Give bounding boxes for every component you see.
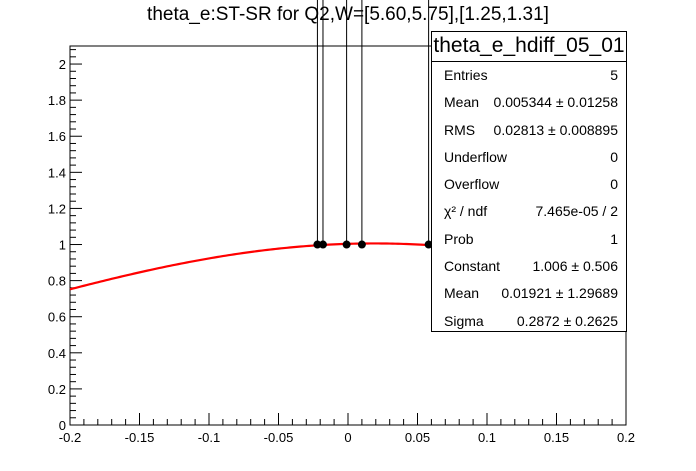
y-tick-label: 1 <box>59 238 66 253</box>
stats-value: 1.006 ± 0.506 <box>532 258 618 275</box>
x-tick-label: 0.1 <box>478 430 496 445</box>
data-point <box>357 240 366 249</box>
data-point <box>342 240 351 249</box>
stats-key: Underflow <box>444 148 508 165</box>
stats-key: Prob <box>444 230 474 247</box>
stats-box-title: theta_e_hdiff_05_01 <box>432 32 626 62</box>
stats-key: RMS <box>444 121 476 138</box>
stats-row-mean: Mean 0.005344 ± 0.01258 <box>432 89 626 116</box>
x-tick-label: -0.15 <box>125 430 155 445</box>
stats-row-prob: Prob 1 <box>432 226 626 253</box>
y-tick-label: 0.4 <box>48 346 66 361</box>
stats-value: 0.005344 ± 0.01258 <box>493 94 618 111</box>
x-tick-label: -0.1 <box>198 430 220 445</box>
x-tick-label: 0.05 <box>405 430 430 445</box>
stats-value: 0 <box>610 176 618 193</box>
stats-row-rms: RMS 0.02813 ± 0.008895 <box>432 117 626 144</box>
stats-row-constant: Constant 1.006 ± 0.506 <box>432 253 626 280</box>
stats-key: Mean <box>444 94 480 111</box>
stats-value: 0.02813 ± 0.008895 <box>493 121 618 138</box>
y-tick-label: 0.6 <box>48 310 66 325</box>
stats-value: 0.2872 ± 0.2625 <box>516 312 618 329</box>
stats-row-entries: Entries 5 <box>432 62 626 89</box>
x-tick-label: -0.2 <box>59 430 81 445</box>
stats-row-chi2: χ² / ndf 7.465e-05 / 2 <box>432 198 626 225</box>
stats-row-fit-mean: Mean 0.01921 ± 1.29689 <box>432 280 626 307</box>
stats-key: χ² / ndf <box>444 203 488 220</box>
y-tick-label: 1.8 <box>48 93 66 108</box>
x-tick-label: 0 <box>344 430 351 445</box>
x-tick-label: 0.15 <box>544 430 569 445</box>
y-tick-label: 0.2 <box>48 382 66 397</box>
stats-key: Entries <box>444 67 488 83</box>
stats-key: Constant <box>444 258 501 275</box>
stats-row-underflow: Underflow 0 <box>432 144 626 171</box>
data-point <box>424 240 433 249</box>
stats-row-overflow: Overflow 0 <box>432 171 626 198</box>
y-tick-label: 0 <box>59 418 66 433</box>
stats-value: 0 <box>610 148 618 165</box>
stats-value: 0.01921 ± 1.29689 <box>501 285 618 302</box>
y-tick-label: 1.2 <box>48 201 66 216</box>
y-tick-label: 1.6 <box>48 129 66 144</box>
stats-value: 1 <box>610 230 618 247</box>
stats-key: Mean <box>444 285 480 302</box>
chart-title: theta_e:ST-SR for Q2,W=[5.60,5.75],[1.25… <box>147 4 549 25</box>
x-tick-label: 0.2 <box>617 430 635 445</box>
data-point <box>318 240 327 249</box>
stats-value: 5 <box>610 67 618 83</box>
stats-key: Sigma <box>444 312 484 329</box>
stats-box: theta_e_hdiff_05_01 Entries 5 Mean 0.005… <box>431 31 627 332</box>
x-tick-label: -0.05 <box>264 430 294 445</box>
stats-row-sigma: Sigma 0.2872 ± 0.2625 <box>432 308 626 335</box>
stats-key: Overflow <box>444 176 500 193</box>
data-point <box>313 240 322 249</box>
y-tick-label: 1.4 <box>48 165 66 180</box>
y-tick-label: 2 <box>59 57 66 72</box>
y-tick-label: 0.8 <box>48 274 66 289</box>
stats-value: 7.465e-05 / 2 <box>535 203 618 220</box>
